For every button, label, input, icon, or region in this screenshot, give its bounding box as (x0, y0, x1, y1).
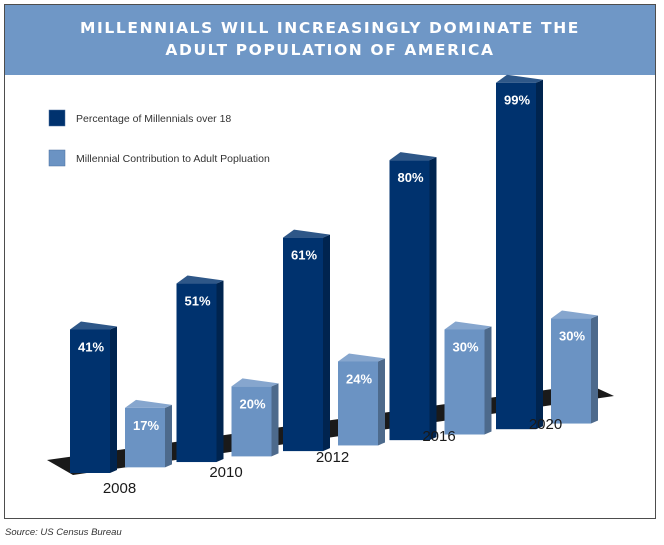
bar-side-contribution-2012 (378, 358, 385, 446)
x-tick-label-2016: 2016 (422, 428, 455, 445)
data-label-millennials-2016: 80% (397, 170, 423, 185)
source-note: Source: US Census Bureau (5, 527, 122, 538)
chart-title-line-1: MILLENNIALS WILL INCREASINGLY DOMINATE T… (80, 19, 580, 37)
bar-top-contribution-2012 (338, 353, 385, 362)
bar-side-contribution-2020 (591, 315, 598, 424)
x-tick-label-2012: 2012 (316, 449, 349, 466)
legend-swatch-contribution (48, 149, 66, 167)
bar-millennials-2020 (496, 82, 536, 430)
bar-side-contribution-2008 (165, 404, 172, 468)
data-label-millennials-2012: 61% (291, 248, 317, 263)
bar-top-contribution-2008 (125, 399, 172, 408)
data-label-millennials-2020: 99% (504, 93, 530, 108)
legend-label-millennials: Percentage of Millennials over 18 (76, 113, 231, 125)
bar-chart: 30% 99% 30% 80% 24% 61% 20% 51% 17% 41% 2008 2010 20… (47, 74, 614, 497)
bar-top-contribution-2020 (551, 310, 598, 319)
chart-header: MILLENNIALS WILL INCREASINGLY DOMINATE T… (5, 5, 655, 75)
bar-top-millennials-2020 (496, 74, 543, 83)
bar-top-contribution-2016 (444, 321, 492, 330)
bar-top-millennials-2016 (389, 152, 437, 161)
x-tick-label-2008: 2008 (103, 480, 136, 497)
bar-top-millennials-2012 (283, 229, 330, 238)
bar-contribution-2020 (551, 318, 591, 424)
bar-side-millennials-2020 (536, 79, 543, 430)
bar-side-millennials-2008 (110, 326, 117, 473)
x-tick-label-2020: 2020 (529, 416, 562, 433)
legend-swatch-millennials (48, 109, 66, 127)
bar-side-millennials-2010 (216, 280, 224, 463)
data-label-contribution-2010: 20% (239, 396, 265, 411)
bar-side-contribution-2010 (271, 383, 279, 457)
bar-top-contribution-2010 (231, 378, 279, 387)
bar-top-millennials-2010 (176, 275, 224, 284)
data-label-millennials-2010: 51% (184, 294, 210, 309)
bar-millennials-2008 (70, 329, 110, 473)
bar-millennials-2010 (176, 283, 217, 463)
bar-top-millennials-2008 (70, 321, 117, 330)
data-label-millennials-2008: 41% (78, 340, 104, 355)
bar-contribution-2010 (231, 386, 272, 457)
bar-contribution-2012 (338, 361, 378, 446)
bar-side-millennials-2016 (429, 157, 437, 441)
bar-side-millennials-2012 (323, 234, 330, 452)
data-label-contribution-2008: 17% (133, 418, 159, 433)
data-label-contribution-2012: 24% (346, 371, 372, 386)
data-label-contribution-2016: 30% (452, 340, 478, 355)
chart-title-line-2: ADULT POPULATION OF AMERICA (165, 41, 495, 59)
bar-millennials-2012 (283, 237, 323, 452)
legend-label-contribution: Millennial Contribution to Adult Popluat… (76, 153, 270, 165)
x-tick-label-2010: 2010 (209, 464, 242, 481)
bar-millennials-2016 (389, 160, 430, 441)
data-label-contribution-2020: 30% (559, 329, 585, 344)
bar-side-contribution-2016 (484, 326, 492, 435)
bar-contribution-2016 (444, 329, 485, 435)
bar-contribution-2008 (125, 407, 165, 468)
